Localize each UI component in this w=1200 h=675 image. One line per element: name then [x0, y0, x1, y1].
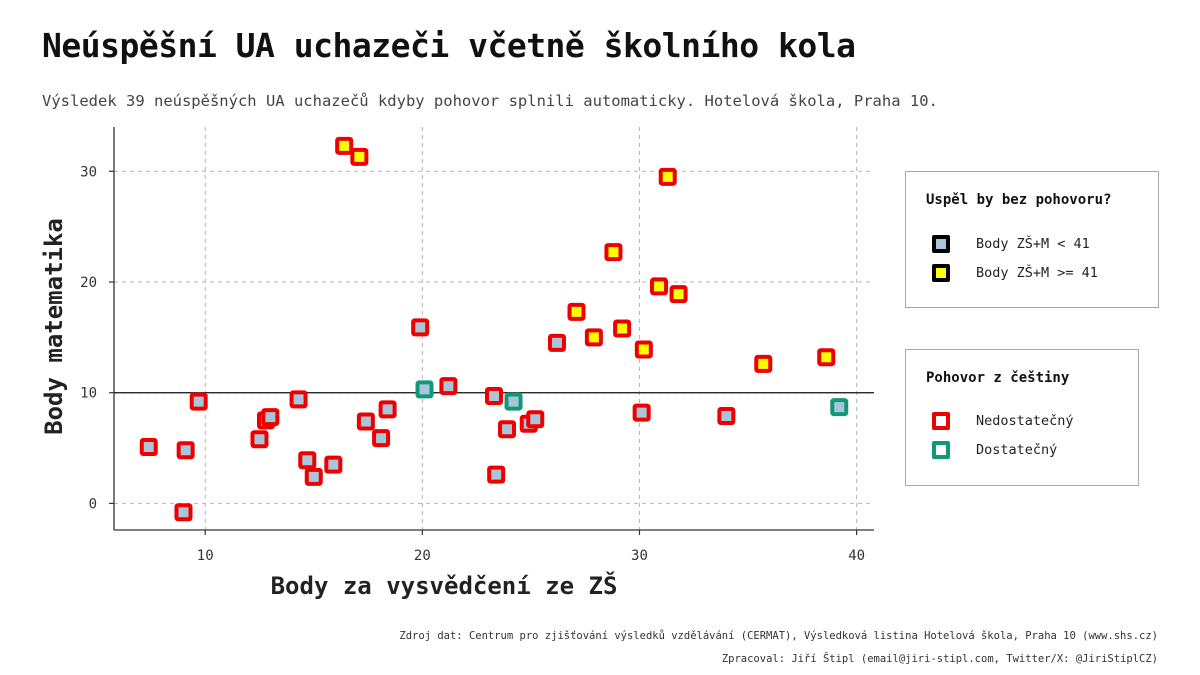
- y-tick-label: 30: [80, 164, 97, 180]
- data-point: [754, 354, 773, 373]
- data-points: [139, 136, 849, 522]
- chart-subtitle: Výsledek 39 neúspěšných UA uchazečů kdyb…: [42, 92, 938, 110]
- data-point: [669, 285, 688, 304]
- data-point: [439, 377, 458, 396]
- data-point: [356, 412, 375, 431]
- y-tick-label: 10: [80, 386, 97, 402]
- data-point: [504, 392, 523, 411]
- data-point: [526, 410, 545, 429]
- data-point: [487, 465, 506, 484]
- data-point: [415, 380, 434, 399]
- data-point: [498, 420, 517, 439]
- legend-fill-label-above: Body ZŠ+M >= 41: [976, 265, 1098, 281]
- data-point: [411, 318, 430, 337]
- data-point: [189, 392, 208, 411]
- data-point: [289, 390, 308, 409]
- legend-border-label-fail: Nedostatečný: [976, 413, 1074, 429]
- data-point: [250, 430, 269, 449]
- legend-fill-key-above: [932, 264, 950, 282]
- legend-fill-label-below: Body ZŠ+M < 41: [976, 236, 1090, 252]
- legend-fill-title: Uspěl by bez pohovoru?: [926, 192, 1112, 208]
- y-tick-label: 20: [80, 275, 97, 291]
- legend-border: Pohovor z češtiny Nedostatečný Dostatečn…: [905, 349, 1139, 486]
- y-tick-label: 0: [89, 496, 97, 512]
- x-axis-label: Body za vysvědčení ze ZŠ: [271, 570, 618, 600]
- data-point: [717, 406, 736, 425]
- legend-fill-key-below: [932, 235, 950, 253]
- footer-credit: Zpracoval: Jiří Štipl (email@jiri-stipl.…: [721, 653, 1158, 665]
- axes: 10 20 30 40 0 10 20 30: [80, 127, 874, 564]
- y-axis-label: Body matematika: [40, 218, 68, 435]
- chart-title: Neúspěšní UA uchazeči včetně školního ko…: [42, 26, 856, 65]
- data-point: [650, 277, 669, 296]
- data-point: [604, 243, 623, 262]
- data-point: [817, 348, 836, 367]
- data-point: [547, 333, 566, 352]
- x-tick-label: 20: [414, 548, 431, 564]
- data-point: [567, 302, 586, 321]
- data-point: [139, 437, 158, 456]
- data-point: [830, 398, 849, 417]
- data-point: [372, 429, 391, 448]
- data-point: [304, 467, 323, 486]
- x-tick-label: 10: [197, 548, 214, 564]
- data-point: [485, 387, 503, 406]
- data-point: [634, 340, 653, 359]
- legend-border-title: Pohovor z češtiny: [926, 370, 1070, 386]
- data-point: [658, 167, 677, 186]
- data-point: [324, 455, 343, 474]
- data-point: [632, 403, 651, 422]
- legend-border-key-pass: [932, 441, 950, 459]
- x-tick-label: 30: [631, 548, 648, 564]
- data-point: [176, 441, 195, 460]
- legend-fill: Uspěl by bez pohovoru? Body ZŠ+M < 41 Bo…: [905, 171, 1159, 308]
- data-point: [335, 136, 354, 155]
- legend-border-key-fail: [932, 412, 950, 430]
- data-point: [584, 328, 603, 347]
- data-point: [350, 147, 369, 166]
- data-point: [174, 503, 193, 522]
- data-point: [298, 451, 317, 470]
- x-tick-label: 40: [848, 548, 865, 564]
- data-point: [378, 400, 397, 419]
- footer-source: Zdroj dat: Centrum pro zjišťování výsled…: [399, 630, 1158, 642]
- data-point: [261, 408, 280, 427]
- data-point: [613, 319, 632, 338]
- legend-border-label-pass: Dostatečný: [976, 442, 1058, 458]
